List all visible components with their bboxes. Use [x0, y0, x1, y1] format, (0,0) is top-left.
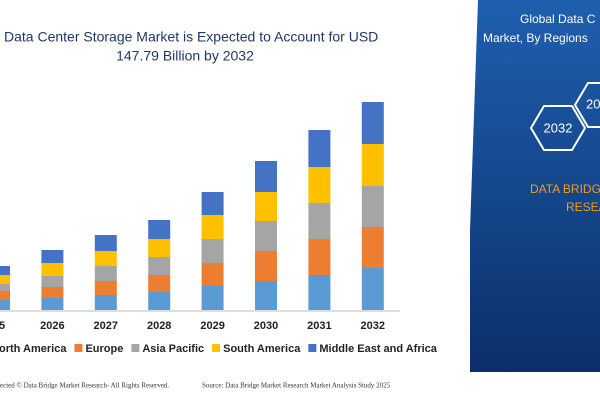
x-tick-label: 2026 — [40, 320, 64, 332]
legend-label: orth America — [0, 343, 67, 355]
bar-segment — [201, 215, 224, 239]
brand: DATA BRIDG — [530, 182, 600, 196]
bar-segment — [148, 275, 171, 292]
bar-segment — [94, 266, 117, 281]
bar-segment — [308, 167, 331, 203]
hexagon — [529, 105, 587, 151]
legend-label: Asia Pacific — [142, 343, 204, 355]
x-tick-label: 2027 — [94, 320, 118, 332]
x-tick-label: 2030 — [254, 320, 278, 332]
panel-title: Global Data C — [520, 12, 596, 26]
legend-label: South America — [223, 343, 301, 355]
bar-segment — [201, 239, 224, 263]
bar-segment — [308, 275, 331, 310]
x-tick-label: 2031 — [307, 320, 331, 332]
hexagon — [573, 82, 600, 128]
bar-segment — [148, 220, 171, 239]
legend-marker — [131, 344, 140, 352]
chart-title: l Data Center Storage Market is Expected… — [0, 29, 378, 45]
legend-marker — [212, 344, 221, 352]
bar-segment — [41, 287, 64, 298]
bar-segment — [0, 284, 10, 291]
legend-label: Middle East and Africa — [319, 343, 437, 355]
bar-segment — [361, 186, 384, 227]
bar-segment — [148, 292, 171, 310]
bar-segment — [0, 266, 10, 275]
bar-segment — [41, 298, 64, 310]
bar-segment — [308, 130, 331, 167]
bar-segment — [201, 286, 224, 310]
x-tick-label: 25 — [0, 320, 5, 332]
x-tick-label: 2028 — [147, 320, 171, 332]
bar-segment — [148, 239, 171, 257]
panel-title: Market, By Regions — [483, 31, 588, 45]
bar-segment — [94, 251, 117, 266]
side-panel — [470, 0, 600, 372]
bar-segment — [308, 239, 331, 275]
bar-segment — [0, 291, 10, 300]
bar-segment — [0, 300, 10, 310]
bar-segment — [308, 203, 331, 239]
bar-segment — [41, 263, 64, 276]
bar-segment — [94, 295, 117, 310]
bar-segment — [41, 250, 64, 263]
bar-segment — [255, 221, 277, 251]
hexagon-label: 2032 — [544, 120, 573, 135]
bar-segment — [255, 192, 277, 221]
bar-segment — [255, 161, 277, 192]
bar-segment — [255, 281, 277, 310]
bar-segment — [41, 276, 64, 287]
legend-marker — [308, 344, 317, 352]
bar-segment — [148, 257, 171, 275]
brand: RESEA — [566, 200, 600, 214]
bar-segment — [201, 192, 224, 215]
legend-marker — [74, 344, 83, 352]
x-tick-label: 2029 — [200, 320, 224, 332]
bar-segment — [361, 268, 384, 310]
bar-segment — [94, 235, 117, 251]
footer: ected © Data Bridge Market Research- All… — [0, 382, 169, 390]
chart-title: 147.79 Billion by 2032 — [116, 48, 254, 64]
bar-segment — [255, 251, 277, 281]
bar-segment — [361, 102, 384, 144]
bar-segment — [0, 275, 10, 284]
hexagon-label: 20 — [586, 96, 600, 111]
legend-label: Europe — [85, 343, 123, 355]
bar-segment — [94, 281, 117, 295]
x-tick-label: 2032 — [361, 320, 385, 332]
bar-segment — [201, 263, 224, 286]
footer: Source: Data Bridge Market Research Mark… — [202, 382, 391, 390]
bar-segment — [361, 144, 384, 186]
plot: 25 2026 2027 2028 2029 2030 2031 2032 orth Ameri… — [0, 102, 438, 355]
bar-segment — [361, 227, 384, 268]
